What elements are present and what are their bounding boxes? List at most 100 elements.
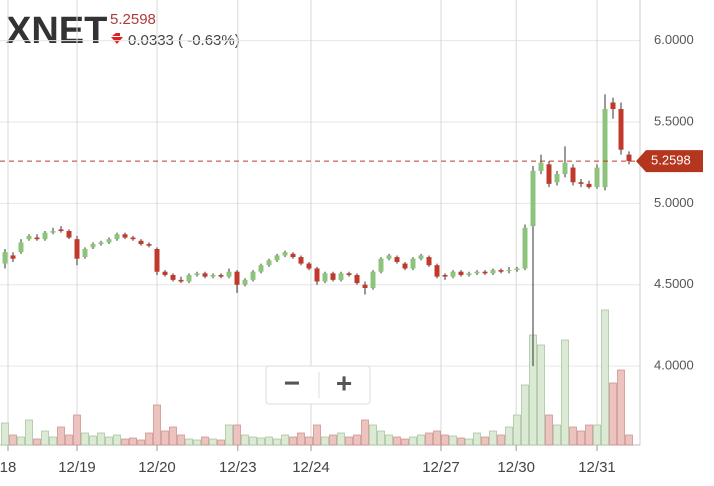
candle-body (90, 244, 96, 248)
volume-bar (401, 438, 409, 446)
volume-bar (1, 422, 9, 446)
candle-body (146, 244, 152, 246)
candle-body (506, 270, 512, 272)
candle-body (618, 109, 624, 150)
candle-body (154, 248, 160, 272)
candle-body (490, 270, 496, 274)
y-tick-label: 4.0000 (654, 358, 694, 373)
volume-bar (329, 434, 337, 446)
symbol: XNET (6, 10, 107, 52)
volume-bar (177, 434, 185, 446)
zoom-panel (265, 365, 371, 405)
volume-bar (465, 438, 473, 446)
last-price-tag (636, 150, 703, 173)
volume-bar (273, 438, 281, 446)
candle-body (18, 242, 24, 253)
candle-body (218, 274, 224, 277)
candle-body (130, 237, 136, 240)
volume-bar (25, 419, 33, 446)
candle-body (362, 284, 368, 288)
volume-bar (361, 419, 369, 446)
x-tick-label: 12/27 (422, 459, 460, 476)
candle-body (98, 242, 104, 245)
candle-body (178, 279, 184, 282)
volume-bar (241, 434, 249, 446)
volume-bar (561, 339, 569, 446)
candle-body (122, 234, 128, 238)
volume-bar (513, 414, 521, 446)
candle-body (474, 271, 480, 274)
candle-body (482, 271, 488, 274)
candle-body (210, 274, 216, 277)
x-tick-label: 12/31 (578, 459, 616, 476)
volume-bar (41, 430, 49, 446)
candle-body (50, 231, 56, 233)
zoom-in[interactable]: + (336, 367, 352, 398)
volume-bar (553, 424, 561, 446)
candle-body (250, 271, 256, 280)
candle-body (34, 237, 40, 240)
candle-body (466, 273, 472, 275)
volume-bar (49, 436, 57, 446)
volume-bar (505, 426, 513, 446)
x-tick-label: 12/20 (138, 459, 176, 476)
y-tick-label: 6.0000 (654, 32, 694, 47)
volume-bar (81, 432, 89, 446)
candle-body (82, 248, 88, 258)
volume-bar (521, 384, 529, 446)
x-tick-label: 12/30 (497, 459, 535, 476)
volume-bar (473, 432, 481, 446)
candle-body (602, 109, 608, 188)
candle-body (274, 255, 280, 261)
volume-bar (9, 434, 17, 446)
volume-bar (385, 434, 393, 446)
volume-bar (217, 439, 225, 446)
candle-body (570, 167, 576, 183)
volume-bar (161, 430, 169, 446)
volume-bar (305, 436, 313, 446)
volume-bar (193, 439, 201, 446)
volume-bar (313, 424, 321, 446)
candle-body (226, 271, 232, 277)
volume-bar (337, 432, 345, 446)
volume-bar (73, 414, 81, 446)
candle-body (370, 271, 376, 288)
candle-body (162, 271, 168, 275)
candle-body (498, 270, 504, 272)
candle-body (410, 258, 416, 269)
candle-body (322, 273, 328, 282)
candle-body (346, 273, 352, 275)
volume-bar (609, 382, 617, 446)
candle-body (66, 231, 72, 238)
candle-body (58, 229, 64, 232)
volume-bar (201, 436, 209, 446)
volume-bar (345, 436, 353, 446)
candle-body (42, 232, 48, 240)
candle-body (442, 274, 448, 277)
candle-body (298, 257, 304, 264)
last-price-label: 5.2598 (651, 153, 691, 168)
x-tick-label: 12/24 (292, 459, 330, 476)
candle-body (306, 263, 312, 269)
zoom-controls: − + (265, 365, 371, 405)
volume-bar (569, 426, 577, 446)
zoom-out[interactable]: − (284, 367, 300, 398)
candle-body (290, 253, 296, 258)
volume-bar (481, 436, 489, 446)
volume-bar (425, 432, 433, 446)
volume-bar (393, 436, 401, 446)
volume-bar (289, 436, 297, 446)
y-tick-label: 4.5000 (654, 276, 694, 291)
candle-body (450, 271, 456, 277)
volume-bar (97, 432, 105, 446)
volume-bar (169, 426, 177, 446)
volume-bar (593, 424, 601, 446)
volume-bar (449, 435, 457, 446)
volume-bar (369, 424, 377, 446)
candle-body (186, 274, 192, 282)
volume-bar (585, 424, 593, 446)
candle-body (594, 167, 600, 188)
candle-body (562, 162, 568, 175)
volume-bar (265, 436, 273, 446)
